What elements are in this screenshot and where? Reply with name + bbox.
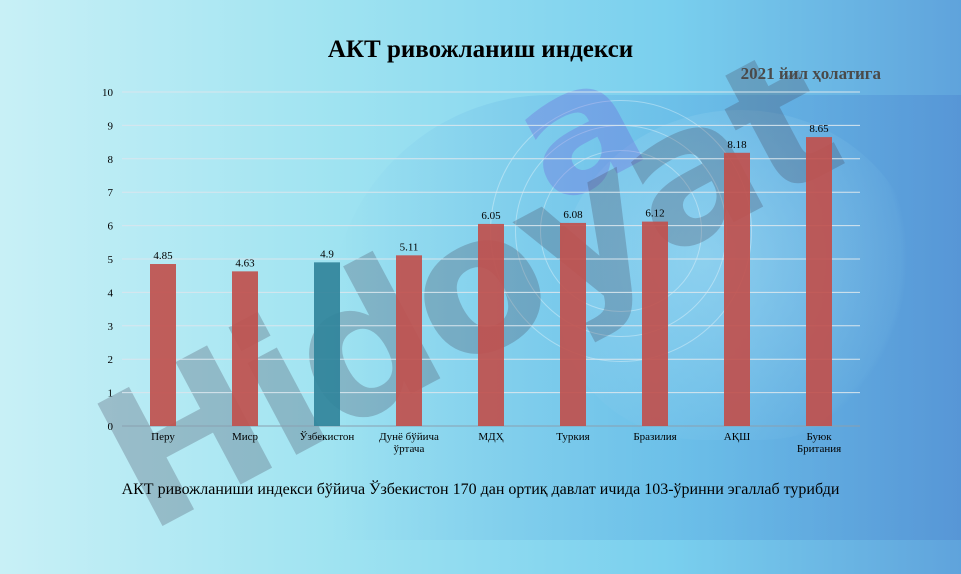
y-tick-label: 6 (108, 221, 114, 233)
x-tick-label-line: Миср (232, 431, 259, 443)
x-tick-label-line: Буюк (806, 431, 832, 443)
x-tick-label: Буюк Британия (797, 431, 841, 455)
x-tick-label: Перу (151, 431, 175, 443)
x-tick-label-line: ўртача (394, 443, 425, 455)
bar (232, 271, 258, 426)
bar (150, 264, 176, 426)
bar (478, 223, 504, 426)
slide-caption: АКТ ривожланиши индекси бўйича Ўзбекисто… (121, 481, 840, 498)
y-tick-label: 8 (108, 154, 114, 166)
value-label: 4.9 (320, 248, 334, 260)
x-tick-label-line: Перу (151, 431, 175, 443)
bar (560, 222, 586, 426)
x-tick-label: Бразилия (633, 431, 676, 443)
x-tick-label-line: АҚШ (724, 431, 750, 443)
y-tick-label: 7 (108, 187, 114, 199)
value-label: 4.63 (235, 257, 255, 269)
chart-title: АКТ ривожланиш индекси (327, 36, 634, 63)
x-tick-label-line: МДҲ (478, 431, 503, 443)
x-tick-label-line: Бразилия (633, 431, 676, 443)
y-tick-label: 1 (108, 388, 114, 400)
x-tick-label: МДҲ (478, 431, 503, 443)
x-tick-label: АҚШ (724, 431, 750, 443)
x-tick-label-line: Дунё бўйича (379, 431, 439, 443)
x-tick-label: Дунё бўйича ўртача (379, 431, 439, 455)
value-label: 6.08 (563, 209, 583, 221)
y-tick-label: 5 (108, 254, 114, 266)
x-tick-label-line: Туркия (556, 431, 589, 443)
chart-subtitle: 2021 йил ҳолатига (740, 64, 881, 83)
y-axis-ticks: 0 1 2 3 4 5 6 7 8 9 10 (102, 87, 114, 433)
y-tick-label: 0 (108, 421, 114, 433)
bar (396, 255, 422, 426)
x-tick-label: Ўзбекистон (300, 431, 355, 443)
bars (150, 137, 832, 426)
bar-chart: 0 1 2 3 4 5 6 7 8 9 10 4.85 4.63 4.9 5.11 6.05 6.08 6.12… (102, 87, 860, 455)
value-label: 8.18 (727, 139, 747, 151)
bar (724, 152, 750, 426)
value-label: 8.65 (809, 123, 829, 135)
y-tick-label: 2 (108, 354, 114, 366)
value-label: 6.05 (481, 210, 501, 222)
x-tick-label-line: Ўзбекистон (300, 431, 355, 443)
bar (806, 137, 832, 426)
y-tick-label: 9 (108, 120, 114, 132)
y-tick-label: 4 (108, 287, 114, 299)
y-tick-label: 3 (108, 321, 114, 333)
x-axis-ticks: Перу Миср Ўзбекистон Дунё бўйича ўртача МДҲ Ту… (151, 431, 841, 455)
value-label: 5.11 (400, 241, 419, 253)
bar (642, 221, 668, 426)
value-label: 6.12 (645, 208, 664, 220)
x-tick-label: Туркия (556, 431, 589, 443)
value-label: 4.85 (153, 250, 173, 262)
bar (314, 262, 340, 426)
x-tick-label: Миср (232, 431, 259, 443)
value-labels: 4.85 4.63 4.9 5.11 6.05 6.08 6.12 8.18 8.65 (153, 123, 829, 269)
x-tick-label-line: Британия (797, 443, 841, 455)
y-tick-label: 10 (102, 87, 114, 99)
